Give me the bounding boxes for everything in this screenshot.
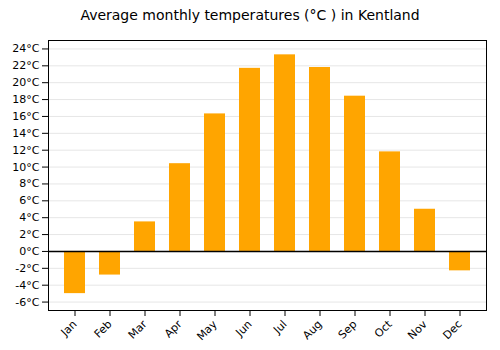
svg-text:22°C: 22°C — [12, 59, 39, 72]
svg-text:Sep: Sep — [336, 318, 360, 342]
svg-text:6°C: 6°C — [19, 194, 39, 207]
svg-text:Apr: Apr — [162, 317, 185, 340]
svg-text:24°C: 24°C — [12, 42, 39, 55]
html-text:Average monthly temperatures (: Average monthly temperatures (°C ) in Ke… — [80, 7, 420, 23]
svg-text:-6°C: -6°C — [15, 296, 39, 309]
svg-text:18°C: 18°C — [12, 93, 39, 106]
svg-text:4°C: 4°C — [19, 211, 39, 224]
svg-text:8°C: 8°C — [19, 177, 39, 190]
svg-text:Jun: Jun — [233, 318, 255, 340]
svg-text:Aug: Aug — [300, 318, 324, 342]
svg-text:16°C: 16°C — [12, 110, 39, 123]
svg-text:May: May — [194, 317, 220, 343]
svg-text:14°C: 14°C — [12, 127, 39, 140]
svg-text:Jul: Jul — [270, 318, 289, 337]
svg-text:Jan: Jan — [58, 318, 80, 340]
svg-text:0°C: 0°C — [19, 245, 39, 258]
svg-text:Nov: Nov — [405, 317, 430, 342]
svg-text:Dec: Dec — [440, 318, 464, 342]
svg-text:-4°C: -4°C — [15, 279, 39, 292]
svg-text:Mar: Mar — [126, 317, 150, 341]
svg-text:10°C: 10°C — [12, 161, 39, 174]
svg-text:-2°C: -2°C — [15, 262, 39, 275]
svg-text:Oct: Oct — [372, 317, 395, 340]
svg-text:2°C: 2°C — [19, 228, 39, 241]
svg-text:Feb: Feb — [92, 318, 115, 341]
svg-text:20°C: 20°C — [12, 76, 39, 89]
svg-text:12°C: 12°C — [12, 144, 39, 157]
